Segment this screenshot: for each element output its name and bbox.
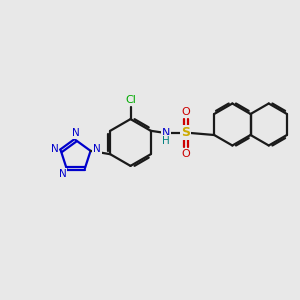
Text: N: N [93,144,101,154]
Text: N: N [51,144,58,154]
Text: N: N [72,128,80,139]
Text: O: O [182,107,190,117]
Text: S: S [182,126,190,140]
Text: O: O [182,149,190,159]
Text: N: N [59,169,67,179]
Text: Cl: Cl [125,95,136,105]
Text: H: H [163,136,170,146]
Text: N: N [162,128,171,138]
